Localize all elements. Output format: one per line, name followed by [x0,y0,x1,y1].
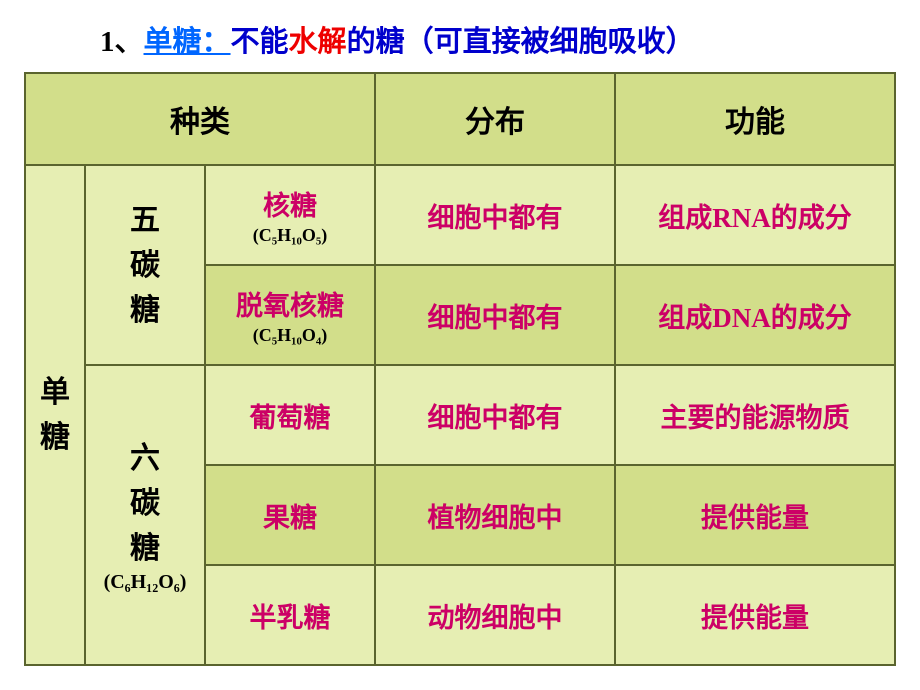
header-dist: 分布 [375,73,615,165]
title-number: 1、 [100,26,144,58]
header-kind: 种类 [25,73,375,165]
group-label-pentose: 五 碳 糖 [85,165,205,365]
sugar-name-cell: 核糖 (C₅H₁₀O₅) [205,165,375,265]
sugar-name-cell: 脱氧核糖 (C₅H₁₀O₄) [205,265,375,365]
func-cell: 提供能量 [615,565,895,665]
dist-cell: 细胞中都有 [375,165,615,265]
sugar-name: 半乳糖 [208,596,372,635]
hexose-formula: (C₆H₁₂O₆) [88,571,202,594]
func-cell: 主要的能源物质 [615,365,895,465]
rowgroup-label-text: 单 糖 [28,370,82,460]
func-cell: 提供能量 [615,465,895,565]
title-post: 的糖（可直接被细胞吸收） [347,26,695,58]
sugar-formula: (C₅H₁₀O₄) [208,325,372,346]
dist-cell: 细胞中都有 [375,365,615,465]
table-header-row: 种类 分布 功能 [25,73,895,165]
slide-title: 1、单糖：不能水解的糖（可直接被细胞吸收） [0,0,920,72]
hexose-label: 六 碳 糖 [88,436,202,571]
func-cell: 组成DNA的成分 [615,265,895,365]
dist-cell: 植物细胞中 [375,465,615,565]
func-cell: 组成RNA的成分 [615,165,895,265]
table-row: 六 碳 糖 (C₆H₁₂O₆) 葡萄糖 细胞中都有 主要的能源物质 [25,365,895,465]
sugar-name-cell: 半乳糖 [205,565,375,665]
sugar-name: 果糖 [208,496,372,535]
table-row: 单 糖 五 碳 糖 核糖 (C₅H₁₀O₅) 细胞中都有 组成RNA的成分 [25,165,895,265]
header-func: 功能 [615,73,895,165]
sugar-formula: (C₅H₁₀O₅) [208,225,372,246]
sugar-name: 葡萄糖 [208,396,372,435]
title-keyword: 单糖： [144,26,231,58]
pentose-label: 五 碳 糖 [88,198,202,333]
sugar-name: 核糖 [208,184,372,223]
sugar-name-cell: 葡萄糖 [205,365,375,465]
dist-cell: 动物细胞中 [375,565,615,665]
title-red: 水解 [289,26,347,58]
sugar-name: 脱氧核糖 [208,284,372,323]
dist-cell: 细胞中都有 [375,265,615,365]
sugar-table: 种类 分布 功能 单 糖 五 碳 糖 核糖 (C₅H₁₀O₅) 细胞中都有 组成… [24,72,896,666]
group-label-hexose: 六 碳 糖 (C₆H₁₂O₆) [85,365,205,665]
title-pre: 不能 [231,26,289,58]
sugar-name-cell: 果糖 [205,465,375,565]
rowgroup-label: 单 糖 [25,165,85,665]
